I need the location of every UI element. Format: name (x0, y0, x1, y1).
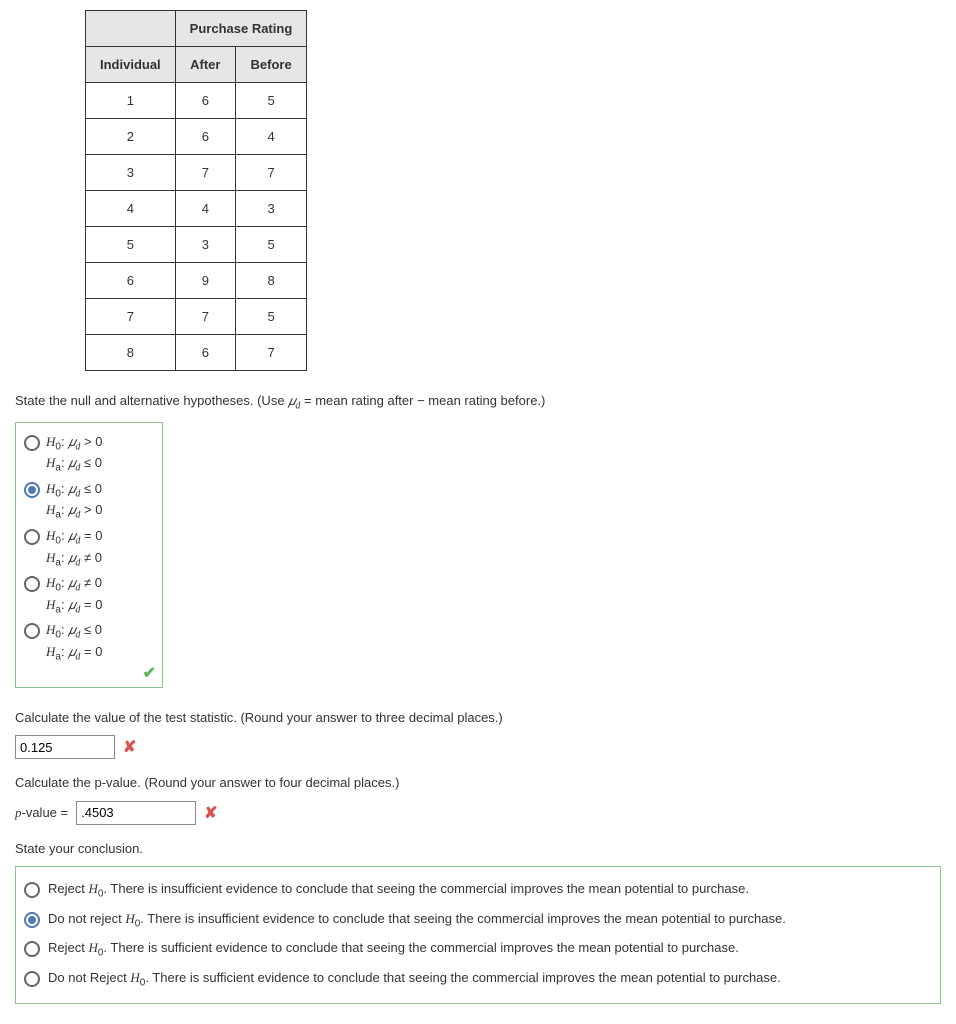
check-icon: ✔ (143, 663, 156, 683)
table-cell: 4 (86, 191, 176, 227)
conclusion-option[interactable]: Reject H0. There is sufficient evidence … (24, 938, 932, 962)
table-cell: 7 (86, 299, 176, 335)
wrong-icon: ✘ (123, 737, 136, 757)
table-cell: 5 (235, 227, 306, 263)
table-cell: 7 (235, 155, 306, 191)
radio-icon[interactable] (24, 882, 40, 898)
header-blank (86, 11, 176, 47)
conclusion-option[interactable]: Reject H0. There is insufficient evidenc… (24, 879, 932, 903)
table-cell: 3 (86, 155, 176, 191)
table-row: 377 (86, 155, 307, 191)
conclusion-options: Reject H0. There is insufficient evidenc… (15, 866, 941, 1004)
conclusion-label: Reject H0. There is sufficient evidence … (48, 938, 739, 962)
hypothesis-label: H0: 𝜇d ≤ 0Ha: 𝜇d = 0 (46, 621, 102, 664)
table-cell: 2 (86, 119, 176, 155)
hypothesis-option[interactable]: H0: 𝜇d ≤ 0Ha: 𝜇d > 0 (24, 480, 154, 523)
table-cell: 3 (175, 227, 235, 263)
hypothesis-label: H0: 𝜇d ≠ 0Ha: 𝜇d = 0 (46, 574, 102, 617)
table-row: 775 (86, 299, 307, 335)
table-cell: 7 (175, 299, 235, 335)
table-cell: 7 (235, 335, 306, 371)
radio-icon[interactable] (24, 623, 40, 639)
header-individual: Individual (86, 47, 176, 83)
hypothesis-label: H0: 𝜇d ≤ 0Ha: 𝜇d > 0 (46, 480, 102, 523)
table-cell: 3 (235, 191, 306, 227)
table-cell: 7 (175, 155, 235, 191)
radio-icon[interactable] (24, 971, 40, 987)
header-before: Before (235, 47, 306, 83)
conclusion-prompt: State your conclusion. (15, 839, 941, 859)
table-cell: 5 (235, 299, 306, 335)
hypothesis-label: H0: 𝜇d > 0Ha: 𝜇d ≤ 0 (46, 433, 102, 476)
pvalue-prompt: Calculate the p-value. (Round your answe… (15, 773, 941, 793)
table-row: 535 (86, 227, 307, 263)
table-row: 867 (86, 335, 307, 371)
hypothesis-option[interactable]: H0: 𝜇d ≠ 0Ha: 𝜇d = 0 (24, 574, 154, 617)
table-row: 165 (86, 83, 307, 119)
conclusion-label: Do not Reject H0. There is sufficient ev… (48, 968, 781, 992)
test-stat-input[interactable] (15, 735, 115, 759)
table-cell: 6 (86, 263, 176, 299)
conclusion-option[interactable]: Do not Reject H0. There is sufficient ev… (24, 968, 932, 992)
table-cell: 4 (175, 191, 235, 227)
radio-icon[interactable] (24, 576, 40, 592)
table-row: 443 (86, 191, 307, 227)
hypotheses-prompt: State the null and alternative hypothese… (15, 391, 941, 414)
radio-icon[interactable] (24, 435, 40, 451)
conclusion-label: Do not reject H0. There is insufficient … (48, 909, 786, 933)
table-cell: 6 (175, 335, 235, 371)
table-row: 698 (86, 263, 307, 299)
test-stat-prompt: Calculate the value of the test statisti… (15, 708, 941, 728)
table-cell: 5 (235, 83, 306, 119)
hypothesis-option[interactable]: H0: 𝜇d = 0Ha: 𝜇d ≠ 0 (24, 527, 154, 570)
table-cell: 1 (86, 83, 176, 119)
hypotheses-options: H0: 𝜇d > 0Ha: 𝜇d ≤ 0H0: 𝜇d ≤ 0Ha: 𝜇d > 0… (15, 422, 163, 688)
table-cell: 9 (175, 263, 235, 299)
header-after: After (175, 47, 235, 83)
table-cell: 6 (175, 119, 235, 155)
radio-icon[interactable] (24, 941, 40, 957)
table-row: 264 (86, 119, 307, 155)
hypothesis-label: H0: 𝜇d = 0Ha: 𝜇d ≠ 0 (46, 527, 102, 570)
conclusion-option[interactable]: Do not reject H0. There is insufficient … (24, 909, 932, 933)
header-purchase-rating: Purchase Rating (175, 11, 307, 47)
radio-icon[interactable] (24, 482, 40, 498)
table-cell: 5 (86, 227, 176, 263)
hypothesis-option[interactable]: H0: 𝜇d ≤ 0Ha: 𝜇d = 0 (24, 621, 154, 664)
conclusion-label: Reject H0. There is insufficient evidenc… (48, 879, 749, 903)
pvalue-label: p-value = (15, 805, 68, 821)
table-cell: 8 (86, 335, 176, 371)
table-cell: 6 (175, 83, 235, 119)
table-cell: 4 (235, 119, 306, 155)
hypothesis-option[interactable]: H0: 𝜇d > 0Ha: 𝜇d ≤ 0 (24, 433, 154, 476)
radio-icon[interactable] (24, 912, 40, 928)
radio-icon[interactable] (24, 529, 40, 545)
table-cell: 8 (235, 263, 306, 299)
ratings-table: Purchase Rating Individual After Before … (85, 10, 307, 371)
pvalue-input[interactable] (76, 801, 196, 825)
wrong-icon: ✘ (204, 803, 217, 823)
